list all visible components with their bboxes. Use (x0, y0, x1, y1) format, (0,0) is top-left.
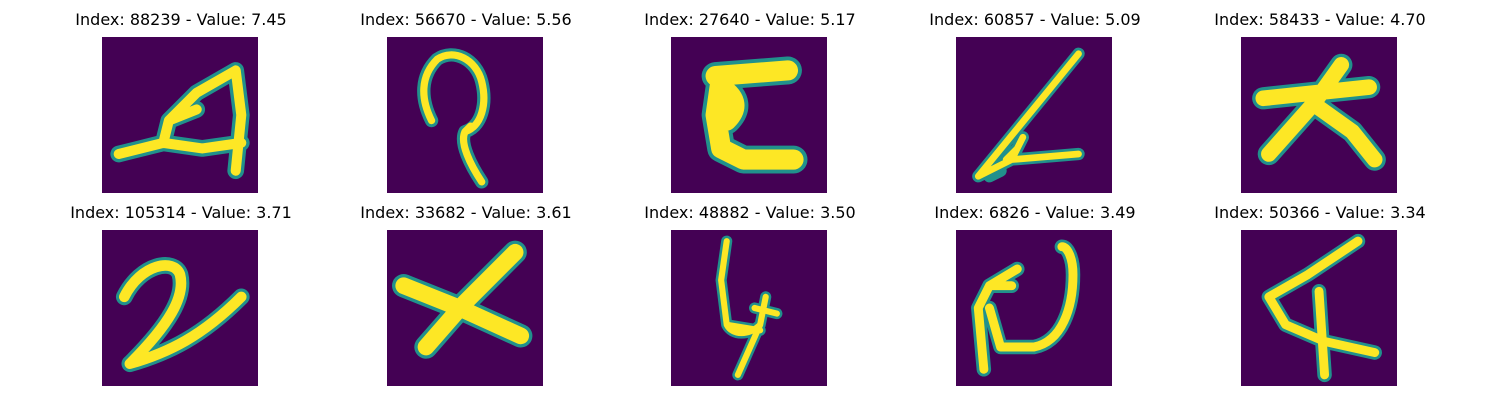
image-panel-2: Index: 56670 - Value: 5.56 (324, 10, 608, 200)
glyph-image (102, 37, 258, 193)
glyph-image (387, 37, 543, 193)
image-panel-6: Index: 105314 - Value: 3.71 (39, 203, 323, 393)
glyph-image (1241, 230, 1397, 386)
panel-title: Index: 60857 - Value: 5.09 (929, 10, 1141, 29)
image-panel-5: Index: 58433 - Value: 4.70 (1178, 10, 1462, 200)
image-panel-4: Index: 60857 - Value: 5.09 (893, 10, 1177, 200)
panel-title: Index: 33682 - Value: 3.61 (360, 203, 572, 222)
glyph-image (671, 37, 827, 193)
glyph-drawing (715, 235, 783, 381)
glyph-image (956, 230, 1112, 386)
panel-title: Index: 88239 - Value: 7.45 (75, 10, 287, 29)
glyph-image (102, 230, 258, 386)
glyph-image (956, 37, 1112, 193)
panel-title: Index: 6826 - Value: 3.49 (934, 203, 1136, 222)
panel-title: Index: 27640 - Value: 5.17 (644, 10, 856, 29)
panel-title: Index: 105314 - Value: 3.71 (70, 203, 292, 222)
glyph-image (387, 230, 543, 386)
glyph-drawing (417, 48, 491, 189)
glyph-drawing (701, 56, 808, 174)
panel-title: Index: 58433 - Value: 4.70 (1214, 10, 1426, 29)
glyph-drawing (971, 239, 1081, 377)
glyph-drawing (1252, 53, 1386, 171)
panel-title: Index: 48882 - Value: 3.50 (644, 203, 856, 222)
glyph-drawing (1261, 233, 1382, 383)
image-panel-7: Index: 33682 - Value: 3.61 (324, 203, 608, 393)
glyph-drawing (110, 62, 250, 180)
image-panel-8: Index: 48882 - Value: 3.50 (608, 203, 892, 393)
panel-title: Index: 56670 - Value: 5.56 (360, 10, 572, 29)
glyph-drawing (115, 257, 250, 373)
glyph-image (1241, 37, 1397, 193)
glyph-drawing (392, 240, 533, 359)
image-panel-1: Index: 88239 - Value: 7.45 (39, 10, 323, 200)
image-panel-9: Index: 6826 - Value: 3.49 (893, 203, 1177, 393)
panel-title: Index: 50366 - Value: 3.34 (1214, 203, 1426, 222)
glyph-image (671, 230, 827, 386)
image-panel-10: Index: 50366 - Value: 3.34 (1178, 203, 1462, 393)
glyph-drawing (972, 47, 1085, 183)
image-panel-3: Index: 27640 - Value: 5.17 (608, 10, 892, 200)
